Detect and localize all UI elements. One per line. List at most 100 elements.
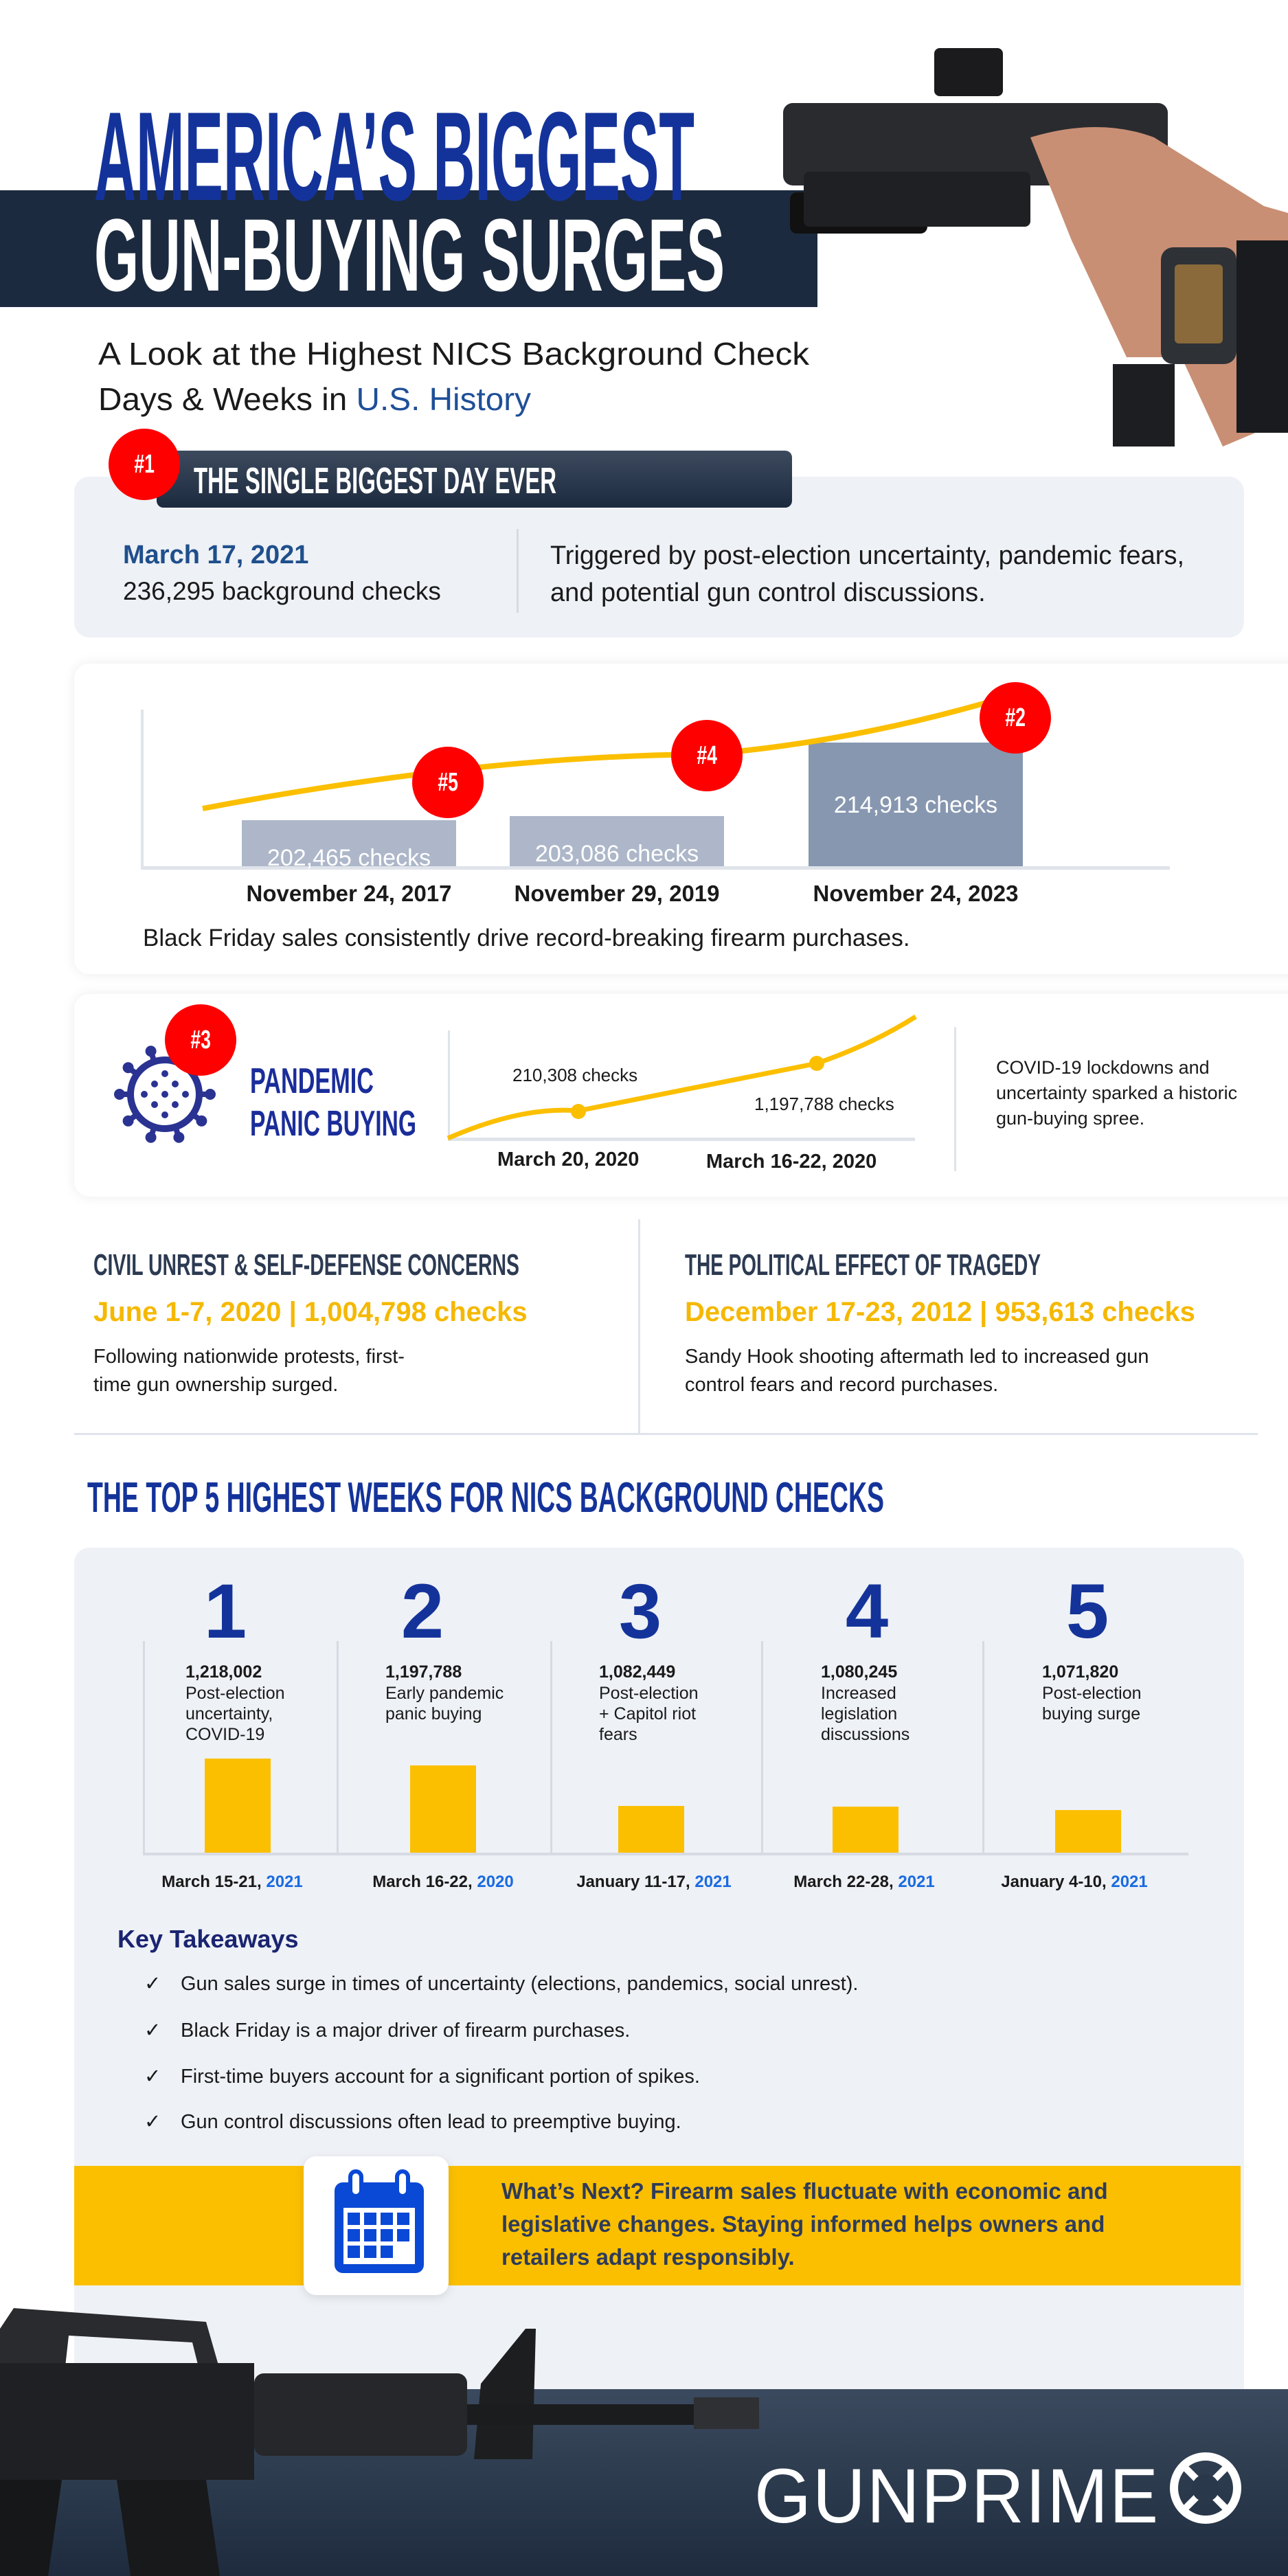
bar <box>618 1806 684 1853</box>
bar-label: 202,465 checks <box>267 844 431 871</box>
calendar-icon <box>335 2169 424 2273</box>
rank-number: 3 <box>618 1568 662 1654</box>
event-heading: THE POLITICAL EFFECT OF TRAGEDY <box>685 1248 1041 1282</box>
biggest-day-date: March 17, 2021 <box>123 541 309 569</box>
pandemic-title-line1: PANDEMIC <box>250 1061 374 1101</box>
black-friday-caption: Black Friday sales consistently drive re… <box>143 925 910 951</box>
week-value: 1,218,002 <box>185 1662 262 1682</box>
date-label: January 11-17, 2021 <box>576 1873 732 1891</box>
week-description: Increased legislation discussions <box>821 1684 910 1744</box>
divider <box>954 1027 956 1171</box>
bar-label: 203,086 checks <box>534 840 699 867</box>
list-item: ✓ Black Friday is a major driver of firea… <box>144 2020 631 2042</box>
date-label: March 22-28, 2021 <box>793 1873 935 1891</box>
week-value: 1,080,245 <box>821 1662 898 1682</box>
event-stat: June 1-7, 2020 | 1,004,798 checks <box>93 1297 528 1327</box>
week-value: 1,197,788 <box>385 1662 462 1682</box>
check-icon: ✓ <box>144 1973 161 1995</box>
divider <box>143 1641 145 1854</box>
pandemic-card <box>74 994 1288 1197</box>
data-label: 1,197,788 checks <box>754 1094 894 1114</box>
divider <box>638 1219 640 1433</box>
divider <box>761 1641 763 1854</box>
data-point <box>571 1104 586 1119</box>
event-heading: CIVIL UNREST & SELF-DEFENSE CONCERNS <box>93 1248 519 1282</box>
rank-number: 4 <box>845 1568 889 1654</box>
date-label: March 16-22, 2020 <box>372 1873 514 1891</box>
bar <box>242 820 456 866</box>
gunprime-logo: GUNPRIME <box>754 2453 1160 2539</box>
subtitle-line2: Days & Weeks in U.S. History <box>98 381 531 417</box>
rank-number: 2 <box>400 1568 444 1654</box>
rank-badge: #2 <box>980 682 1051 754</box>
date-label: January 4-10, 2021 <box>1001 1873 1148 1891</box>
biggest-day-description: Triggered by post-election uncertainty, … <box>550 541 1185 607</box>
divider <box>550 1641 552 1854</box>
bar <box>809 743 1023 866</box>
bar <box>410 1765 476 1853</box>
rank-number: 1 <box>203 1568 247 1654</box>
rank-number: 5 <box>1065 1568 1109 1654</box>
list-item: ✓ First-time buyers account for a signifi… <box>144 2066 700 2088</box>
pandemic-trend-line <box>447 1015 917 1141</box>
check-icon: ✓ <box>144 2111 161 2133</box>
crosshair-logo-icon <box>1170 2452 1241 2524</box>
event-text: Sandy Hook shooting aftermath led to inc… <box>685 1346 1149 1396</box>
rifle-image <box>0 2308 759 2576</box>
rank-badge: #4 <box>671 720 743 791</box>
date-label: March 15-21, 2021 <box>161 1873 303 1891</box>
week-description: Early pandemic panic buying <box>385 1684 504 1724</box>
week-description: Post-election buying surge <box>1042 1684 1142 1724</box>
bar <box>833 1807 899 1853</box>
page-title-line1: AMERICA’S BIGGEST <box>94 85 694 227</box>
page-title-line2: GUN-BUYING SURGES <box>94 197 725 313</box>
chart-x-axis <box>141 866 1170 870</box>
rank-badge: #5 <box>412 747 484 818</box>
whats-next-text: What’s Next? Firearm sales fluctuate wit… <box>501 2178 1108 2270</box>
pistol-image <box>783 48 1288 447</box>
biggest-day-checks: 236,295 background checks <box>123 577 441 605</box>
calendar-icon-box <box>304 2156 449 2295</box>
biggest-day-heading: THE SINGLE BIGGEST DAY EVER <box>194 460 556 501</box>
chart-x-axis <box>448 1138 915 1141</box>
chart-y-axis <box>141 710 144 869</box>
divider <box>982 1641 984 1854</box>
check-icon: ✓ <box>144 2020 161 2042</box>
week-description: Post-election + Capitol riot fears <box>599 1684 699 1744</box>
week-value: 1,071,820 <box>1042 1662 1119 1682</box>
pandemic-title-line2: PANIC BUYING <box>250 1104 416 1144</box>
date-label: March 16-22, 2020 <box>706 1151 877 1173</box>
bar <box>1055 1809 1121 1853</box>
chart-x-axis <box>143 1853 1188 1855</box>
title-banner <box>0 190 817 307</box>
date-label: March 20, 2020 <box>497 1149 640 1171</box>
subtitle-line1: A Look at the Highest NICS Background Ch… <box>98 336 809 372</box>
event-text: Following nationwide protests, first-tim… <box>93 1346 405 1396</box>
data-label: 210,308 checks <box>512 1065 638 1085</box>
week-value: 1,082,449 <box>599 1662 676 1682</box>
bar <box>205 1759 271 1853</box>
rank-badge: #3 <box>165 1004 236 1076</box>
check-icon: ✓ <box>144 2066 161 2088</box>
divider <box>74 1433 1258 1435</box>
bar-label: 214,913 checks <box>833 792 998 818</box>
takeaways-heading: Key Takeaways <box>117 1925 299 1953</box>
whats-next-band <box>74 2166 1241 2285</box>
top5-card <box>74 1548 1244 2441</box>
biggest-day-heading-bar <box>157 451 792 508</box>
date-label: November 24, 2023 <box>813 881 1019 906</box>
rank-badge: #1 <box>109 429 180 500</box>
list-item: ✓ Gun control discussions often lead to p… <box>144 2111 681 2133</box>
bar <box>510 815 724 866</box>
divider <box>517 529 519 613</box>
week-description: Post-election uncertainty, COVID-19 <box>185 1684 285 1744</box>
chart-y-axis <box>448 1030 450 1140</box>
data-point <box>809 1056 824 1071</box>
top5-heading: THE TOP 5 HIGHEST WEEKS FOR NICS BACKGRO… <box>87 1474 884 1522</box>
event-stat: December 17-23, 2012 | 953,613 checks <box>685 1297 1195 1327</box>
date-label: November 24, 2017 <box>246 881 452 906</box>
divider <box>337 1641 339 1854</box>
list-item: ✓ Gun sales surge in times of uncertainty… <box>144 1973 859 1995</box>
pandemic-description: COVID-19 lockdowns and uncertainty sparke… <box>996 1057 1238 1129</box>
date-label: November 29, 2019 <box>514 881 720 906</box>
